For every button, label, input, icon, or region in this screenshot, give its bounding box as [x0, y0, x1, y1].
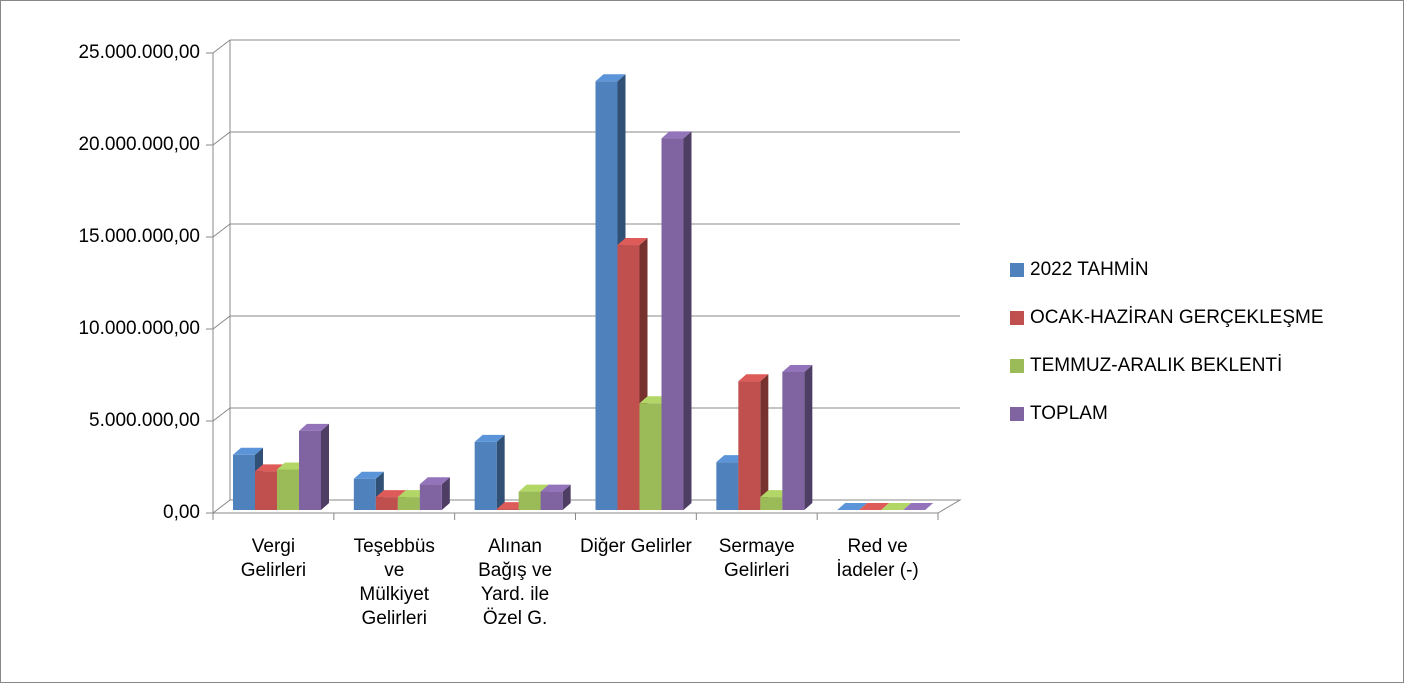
bar-3d — [859, 503, 890, 510]
bar — [617, 245, 640, 511]
bar-3d — [903, 503, 934, 510]
bar — [375, 497, 398, 510]
bar-side — [683, 131, 692, 510]
bar — [716, 462, 739, 510]
bar-3d — [738, 374, 769, 510]
bar-top — [617, 238, 648, 246]
bar-3d — [540, 484, 571, 510]
bar-top — [859, 503, 890, 510]
y-tick-label: 25.000.000,00 — [78, 42, 200, 63]
bar — [496, 509, 519, 510]
x-label-box: Sermaye Gelirleri — [718, 536, 795, 581]
bar-top — [233, 447, 263, 455]
legend-swatch — [1010, 407, 1024, 421]
y-tick-label: 20.000.000,00 — [78, 134, 200, 155]
y-tick-label: 0,00 — [163, 502, 200, 523]
legend-swatch — [1010, 359, 1024, 373]
bar-3d — [474, 434, 505, 510]
x-label-box: Teşebbüs ve Mülkiyet Gelirleri — [353, 536, 435, 629]
bar-top — [299, 423, 329, 431]
legend-swatch — [1010, 311, 1024, 325]
x-tick-label: Alınan Bağış ve Yard. ile Özel G. — [478, 536, 553, 629]
bar-top — [375, 490, 406, 498]
bar-3d — [881, 503, 912, 510]
legend-label: OCAK-HAZİRAN GERÇEKLEŞME — [1030, 307, 1324, 328]
bar-top — [881, 503, 912, 510]
grid-diagonal — [212, 407, 231, 422]
x-tick-label: Teşebbüs ve Mülkiyet Gelirleri — [353, 536, 435, 629]
bar-side — [562, 484, 571, 510]
bar-side — [321, 423, 329, 510]
bar-top — [419, 477, 450, 485]
legend-label: TEMMUZ-ARALIK BEKLENTİ — [1030, 355, 1282, 376]
y-tick-label: 15.000.000,00 — [78, 226, 200, 247]
bar — [518, 491, 541, 510]
grid-diagonal — [212, 315, 231, 330]
x-tick-label: Vergi Gelirleri — [240, 536, 307, 581]
bar-top — [595, 74, 626, 82]
bar — [540, 491, 563, 510]
bar-3d — [299, 423, 329, 510]
bar-top — [903, 503, 934, 510]
bar-3d — [837, 503, 868, 510]
bar — [474, 441, 497, 510]
bar — [233, 454, 255, 510]
bar — [353, 478, 376, 510]
legend-swatch — [1010, 263, 1024, 277]
bar-top — [738, 374, 769, 382]
x-label-box: Diğer Gelirler — [579, 536, 692, 557]
legend-label: TOPLAM — [1030, 403, 1108, 424]
bar — [661, 138, 684, 510]
bar-top — [837, 503, 868, 510]
bar-top — [782, 365, 813, 372]
bar — [782, 372, 805, 510]
bar — [419, 484, 442, 510]
x-label-box: Alınan Bağış ve Yard. ile Özel G. — [478, 536, 553, 629]
x-tick-label: Diğer Gelirler — [579, 536, 692, 557]
x-label-box: Vergi Gelirleri — [240, 536, 307, 581]
bar-top — [661, 131, 692, 139]
bar — [760, 497, 783, 510]
bar — [277, 469, 299, 510]
bar — [738, 381, 761, 510]
bar-3d — [419, 477, 450, 510]
x-tick-label: Red ve İadeler (-) — [836, 536, 919, 581]
grid-diagonal — [212, 131, 231, 146]
bar-side — [496, 434, 505, 510]
bar — [639, 403, 662, 510]
bar-top — [474, 434, 505, 442]
bar-side — [804, 365, 813, 510]
bar-top — [540, 484, 571, 492]
bar-3d — [353, 471, 384, 510]
x-tick-label: Sermaye Gelirleri — [718, 536, 795, 581]
y-tick-label: 5.000.000,00 — [89, 410, 200, 431]
bar — [299, 430, 321, 510]
x-label-box: Red ve İadeler (-) — [836, 536, 919, 581]
bar-side — [760, 374, 769, 510]
legend-label: 2022 TAHMİN — [1030, 259, 1149, 280]
bar — [397, 497, 420, 510]
y-tick-label: 10.000.000,00 — [78, 318, 200, 339]
bar-3d — [782, 365, 813, 510]
bar-side — [441, 477, 450, 510]
bar-3d — [661, 131, 692, 510]
grid-diagonal — [212, 39, 231, 54]
grid-diagonal — [212, 223, 231, 238]
bar-top — [518, 484, 549, 492]
bar — [255, 471, 277, 510]
bar — [595, 81, 618, 510]
bar-top — [353, 471, 384, 479]
